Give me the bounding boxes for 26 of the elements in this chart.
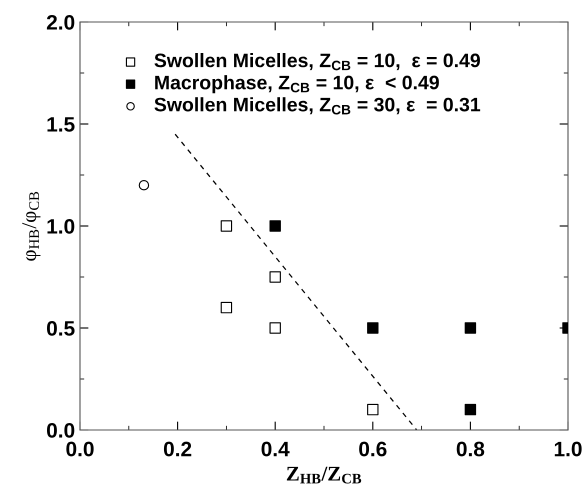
legend-label: Swollen Micelles, Z$_{CB}$ = 30, ε = 0.31: [154, 97, 480, 114]
point: [464, 322, 476, 334]
y-tick-label: 0.0: [47, 423, 74, 438]
x-tick-label: 0.4: [262, 442, 290, 456]
point: [220, 302, 232, 314]
y-tick-label: 1.5: [47, 117, 75, 132]
x-tick-label: 1.0: [554, 442, 582, 456]
point: [367, 404, 379, 416]
x-tick-label: 0.8: [456, 442, 484, 456]
point: [464, 404, 476, 416]
x-tick-label: 0.6: [359, 442, 387, 456]
y-tick-label: 2.0: [46, 15, 74, 30]
y-axis-title: φ$_{HB}$/φ$_{CB}$: [22, 192, 40, 261]
legend-label: Swollen Micelles, Z$_{CB}$ = 10, ε = 0.49: [154, 53, 480, 70]
y-tick-label: 0.5: [47, 321, 75, 336]
point: [220, 220, 232, 232]
point: [269, 322, 281, 334]
legend-label: Macrophase, Z$_{CB}$ = 10, ε < 0.49: [155, 75, 439, 94]
x-axis-title: Z$_{HB}$/Z$_{CB}$: [286, 466, 362, 484]
point: [138, 180, 150, 190]
point: [367, 322, 379, 334]
x-tick-label: 0.0: [66, 442, 94, 456]
point: [269, 220, 281, 232]
y-tick-label: 1.0: [47, 219, 74, 234]
point: [269, 271, 281, 283]
x-tick-label: 0.2: [164, 442, 192, 456]
